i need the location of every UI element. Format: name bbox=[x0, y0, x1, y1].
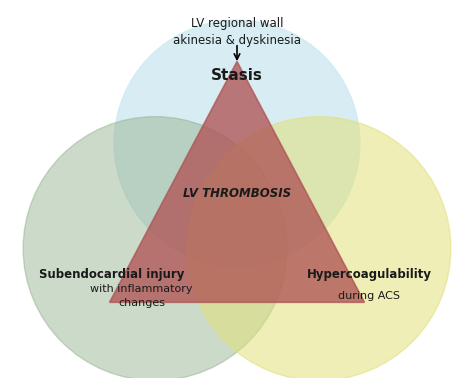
Text: LV THROMBOSIS: LV THROMBOSIS bbox=[183, 186, 291, 200]
Ellipse shape bbox=[114, 20, 360, 266]
Text: Subendocardial injury: Subendocardial injury bbox=[39, 268, 184, 281]
Text: during ACS: during ACS bbox=[338, 291, 400, 301]
Ellipse shape bbox=[23, 117, 287, 381]
Text: with inflammatory
changes: with inflammatory changes bbox=[90, 284, 193, 308]
Text: LV regional wall
akinesia & dyskinesia: LV regional wall akinesia & dyskinesia bbox=[173, 17, 301, 47]
Text: Hypercoagulability: Hypercoagulability bbox=[307, 268, 431, 281]
Polygon shape bbox=[109, 61, 365, 302]
Ellipse shape bbox=[187, 117, 451, 381]
Text: Stasis: Stasis bbox=[211, 68, 263, 83]
